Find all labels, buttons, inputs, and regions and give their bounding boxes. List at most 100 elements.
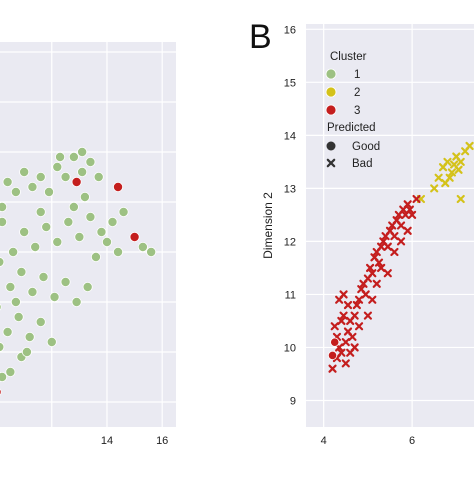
panel-b-point-x-stroke-2 (363, 311, 372, 320)
panel-b-point-x (377, 263, 386, 273)
panel-b-point-x (368, 269, 377, 278)
panel-a-point (71, 296, 82, 307)
panel-b-point-x (361, 290, 370, 299)
panel-a-point (90, 251, 101, 262)
panel-a-x-tick-label: 14 (101, 435, 113, 447)
panel-b-point-x-stroke-2 (337, 348, 346, 357)
panel-b-point-x-stroke-2 (443, 157, 452, 166)
panel-b-y-tick-label: 11 (285, 289, 296, 301)
panel-b-point-x (339, 290, 348, 299)
panel-b-point-x-stroke-2 (352, 300, 361, 310)
panel-b-point-x (447, 168, 456, 177)
panel-a-point (118, 206, 129, 217)
legend-cluster-swatch (325, 68, 337, 80)
panel-b-point-x-stroke-2 (368, 295, 377, 304)
panel-a-point (85, 211, 96, 222)
legend-cluster-label: 1 (354, 69, 360, 81)
panel-b-point-x (374, 258, 384, 267)
panel-a-point (5, 281, 16, 292)
panel-b-point-x (434, 173, 443, 182)
panel-b-point-x (341, 359, 350, 368)
panel-a-point (27, 286, 38, 297)
panel-b-point-x-stroke-2 (390, 247, 399, 257)
panel-b-point-x-stroke-2 (396, 237, 406, 246)
panel-a-point (68, 201, 79, 212)
panel-b-point-x (354, 322, 364, 331)
panel-a-point (0, 257, 5, 267)
panel-b-point (330, 337, 340, 347)
panel-b-point-x-stroke-2 (328, 364, 337, 373)
panel-b-x-tick-label: 6 (409, 435, 415, 447)
panel-a-point (5, 366, 16, 377)
panel-b-point-x (403, 200, 412, 209)
panel-a-point (60, 171, 71, 182)
panel-a-plot-area (0, 42, 176, 427)
panel-a-point (30, 241, 41, 252)
panel-b-point-x (354, 295, 364, 304)
panel-b-point-x (408, 210, 417, 219)
panel-b-point-x-stroke-2 (454, 165, 463, 174)
panel-a-point (146, 246, 157, 257)
panel-b-y-tick-label: 13 (284, 183, 296, 195)
panel-b-point-x-stroke-2 (403, 226, 412, 235)
legend-cluster-swatch (325, 86, 337, 98)
panel-b-point-x (368, 295, 377, 304)
panel-a-point (85, 156, 96, 167)
panel-b-point-x-stroke-2 (370, 253, 379, 262)
legend-cluster-swatch (325, 104, 337, 116)
panel-b-point-x-stroke-2 (456, 157, 465, 166)
panel-b-point-x-stroke-2 (452, 152, 461, 161)
panel-a-point (63, 216, 74, 227)
panel-b-point-x (337, 348, 346, 357)
panel-b-point-x (405, 205, 414, 214)
panel-b-point-x-stroke-2 (377, 242, 386, 251)
panel-b-point-x-stroke-2 (456, 194, 465, 204)
panel-b-point-x-stroke-2 (354, 295, 364, 304)
panel-b-point-x (383, 242, 392, 251)
panel-a-point (71, 176, 82, 187)
panel-b-y-tick-label: 10 (284, 342, 296, 354)
panel-b-y-tick-label: 16 (284, 24, 296, 36)
panel-b-point-x (383, 269, 392, 278)
panel-b-point-x-stroke-2 (350, 311, 359, 320)
panel-a-point (35, 316, 46, 327)
panel-a-point (0, 342, 5, 352)
panel-b-point-x (396, 221, 406, 230)
panel-b-point-x (390, 232, 399, 241)
panel-b-point-x-stroke-2 (430, 184, 439, 193)
panel-b-point-x (352, 300, 361, 310)
panel-a-point (19, 166, 30, 177)
panel-b-point-x-stroke-2 (392, 216, 401, 225)
panel-a-point (8, 246, 19, 257)
panel-b-point-x-stroke-2 (377, 263, 386, 273)
panel-a-point (0, 388, 2, 396)
panel-b-point-x-stroke-2 (341, 359, 350, 368)
panel-b-point-x-stroke-2 (447, 168, 456, 177)
panel-b-y-tick-label: 14 (284, 130, 296, 142)
panel-b-point-x-stroke-2 (339, 290, 348, 299)
panel-b-point-x (341, 338, 350, 347)
panel-b-point-x (456, 194, 465, 204)
panel-b-point-x-stroke-2 (405, 205, 414, 214)
legend-cluster-title: Cluster (330, 51, 367, 63)
panel-a-point (82, 281, 93, 292)
panel-b-point-x-stroke-2 (343, 300, 353, 310)
legend-cluster-label: 2 (354, 87, 360, 99)
panel-b-point-x (363, 311, 372, 320)
panel-a-point (129, 231, 140, 242)
panel-a-point (52, 161, 63, 172)
panel-b-point-x-stroke-2 (412, 194, 421, 204)
panel-b-point-x-stroke-2 (396, 221, 406, 230)
panel-a-point (0, 372, 8, 382)
panel-a-point (55, 151, 66, 162)
panel-b-y-tick-label: 15 (284, 77, 296, 89)
panel-b-point-x-stroke-2 (330, 322, 339, 331)
panel-b-point-x-stroke-2 (339, 311, 348, 320)
panel-b-point-x (403, 226, 412, 235)
panel-a-point (27, 181, 38, 192)
panel-b-point-x (348, 332, 357, 341)
legend-marker-bad (326, 158, 336, 168)
panel-a-point (79, 191, 90, 202)
panel-a-point (137, 241, 148, 252)
